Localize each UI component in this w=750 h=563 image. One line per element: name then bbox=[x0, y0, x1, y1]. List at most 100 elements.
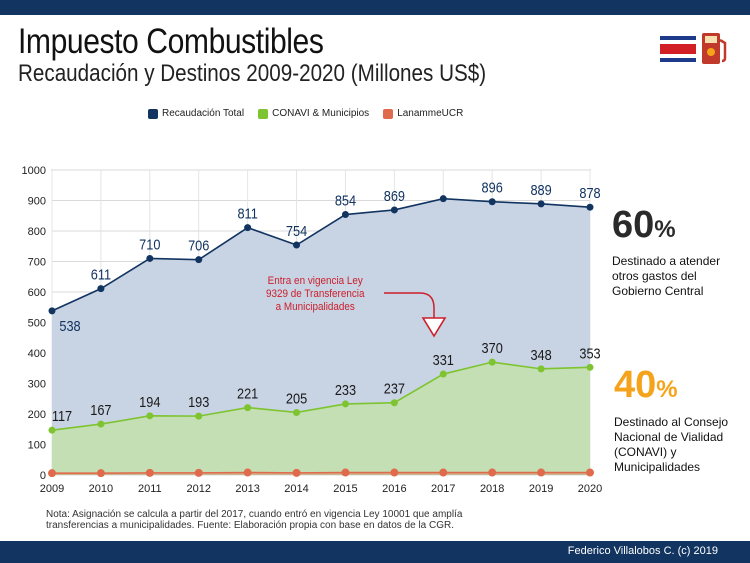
pct-top: 60% bbox=[612, 204, 676, 247]
legend-swatch-lanamme bbox=[383, 108, 394, 119]
conavi-data-label: 348 bbox=[530, 346, 551, 363]
data-point bbox=[586, 203, 594, 211]
conavi-data-label: 221 bbox=[237, 385, 258, 402]
x-tick-label: 2019 bbox=[529, 483, 553, 495]
data-point bbox=[195, 412, 203, 420]
side-text-line: Nacional de Vialidad bbox=[614, 430, 724, 444]
x-tick-label: 2010 bbox=[89, 483, 113, 495]
y-tick-label: 800 bbox=[28, 226, 46, 238]
y-tick-label: 400 bbox=[28, 348, 46, 360]
pct-bottom-value: 40 bbox=[614, 364, 657, 406]
side-text-line: Gobierno Central bbox=[612, 284, 704, 298]
conavi-data-label: 117 bbox=[52, 407, 73, 424]
data-point bbox=[292, 468, 301, 477]
data-point bbox=[586, 363, 594, 371]
data-point bbox=[244, 404, 252, 412]
x-tick-label: 2020 bbox=[578, 483, 602, 495]
conavi-data-label: 331 bbox=[433, 351, 454, 368]
side-text-line: (CONAVI) y bbox=[614, 445, 677, 459]
conavi-data-label: 370 bbox=[482, 339, 503, 356]
total-data-label: 710 bbox=[139, 235, 160, 252]
pct-top-value: 60 bbox=[612, 204, 655, 246]
total-data-label: 706 bbox=[188, 237, 209, 254]
data-point bbox=[341, 400, 349, 408]
data-point bbox=[488, 358, 496, 366]
side-text-line: Destinado a atender bbox=[612, 254, 721, 268]
legend-item-conavi: CONAVI & Municipios bbox=[258, 108, 369, 119]
pct-bottom-symbol: % bbox=[656, 376, 678, 403]
costa-rica-flag-icon bbox=[660, 36, 696, 62]
data-point bbox=[488, 468, 497, 477]
data-point bbox=[341, 211, 349, 219]
total-data-label: 896 bbox=[482, 179, 503, 196]
x-tick-label: 2017 bbox=[431, 483, 455, 495]
data-point bbox=[194, 468, 203, 477]
bottom-bar bbox=[0, 541, 750, 563]
pct-bottom: 40% bbox=[614, 364, 678, 407]
data-point bbox=[145, 468, 154, 477]
data-point bbox=[341, 468, 350, 477]
side-text-line: Municipalidades bbox=[614, 460, 701, 474]
area-1 bbox=[52, 362, 590, 475]
y-tick-label: 500 bbox=[28, 318, 46, 330]
data-point bbox=[439, 195, 447, 203]
data-point bbox=[97, 420, 105, 428]
data-point bbox=[439, 370, 447, 378]
total-data-label: 811 bbox=[237, 205, 258, 222]
conavi-data-label: 193 bbox=[188, 393, 209, 410]
total-data-label: 538 bbox=[59, 317, 80, 334]
legend-item-total: Recaudación Total bbox=[148, 108, 244, 119]
total-data-label: 611 bbox=[91, 266, 112, 283]
x-tick-label: 2012 bbox=[186, 483, 210, 495]
y-tick-label: 1000 bbox=[22, 165, 46, 177]
data-point bbox=[390, 206, 398, 214]
data-point bbox=[439, 468, 448, 477]
series-line-1 bbox=[51, 361, 591, 431]
chart-legend: Recaudación Total CONAVI & Municipios La… bbox=[148, 108, 463, 119]
series-line-0 bbox=[51, 197, 591, 312]
annotation-line: 9329 de Transferencia bbox=[266, 288, 365, 300]
chart-title: Impuesto Combustibles bbox=[18, 22, 324, 61]
side-text-line: Destinado al Consejo bbox=[614, 415, 729, 429]
total-data-label: 889 bbox=[530, 181, 551, 198]
data-point bbox=[48, 426, 56, 434]
conavi-data-label: 237 bbox=[384, 380, 405, 397]
x-tick-label: 2009 bbox=[40, 483, 64, 495]
fuel-pump-icon bbox=[702, 33, 727, 64]
chart-subtitle: Recaudación y Destinos 2009-2020 (Millon… bbox=[18, 60, 487, 87]
conavi-data-label: 205 bbox=[286, 389, 307, 406]
data-point bbox=[195, 256, 203, 264]
note-line: transferencias a municipalidades. Fuente… bbox=[46, 520, 455, 531]
data-point bbox=[146, 254, 154, 262]
data-point bbox=[243, 468, 252, 477]
source-note: Nota: Asignación se calcula a partir del… bbox=[46, 509, 546, 531]
pct-top-symbol: % bbox=[654, 216, 676, 243]
data-point bbox=[537, 365, 545, 373]
top-bar bbox=[0, 0, 750, 15]
conavi-data-label: 167 bbox=[90, 401, 111, 418]
annotation-arrowhead bbox=[421, 317, 447, 338]
x-tick-label: 2016 bbox=[382, 483, 406, 495]
legend-item-lanamme: LanammeUCR bbox=[383, 108, 463, 119]
data-point bbox=[48, 307, 56, 315]
data-point bbox=[293, 408, 301, 416]
annotation-arrow bbox=[384, 292, 435, 318]
y-tick-label: 300 bbox=[28, 379, 46, 391]
data-point bbox=[48, 469, 56, 478]
x-tick-label: 2011 bbox=[138, 483, 162, 495]
side-text-top: Destinado a atender otros gastos del Gob… bbox=[612, 254, 720, 299]
legend-label-total: Recaudación Total bbox=[162, 108, 245, 119]
total-data-label: 754 bbox=[286, 222, 307, 239]
data-point bbox=[488, 198, 496, 206]
y-tick-label: 100 bbox=[28, 440, 46, 452]
x-tick-label: 2013 bbox=[235, 483, 259, 495]
side-text-line: otros gastos del bbox=[612, 269, 697, 283]
total-data-label: 878 bbox=[579, 184, 600, 201]
data-point bbox=[537, 468, 546, 477]
data-point bbox=[146, 412, 154, 420]
total-data-label: 854 bbox=[335, 192, 356, 209]
y-tick-label: 0 bbox=[40, 470, 46, 482]
series-line-2 bbox=[52, 471, 590, 474]
side-text-bottom: Destinado al Consejo Nacional de Vialida… bbox=[614, 415, 728, 475]
